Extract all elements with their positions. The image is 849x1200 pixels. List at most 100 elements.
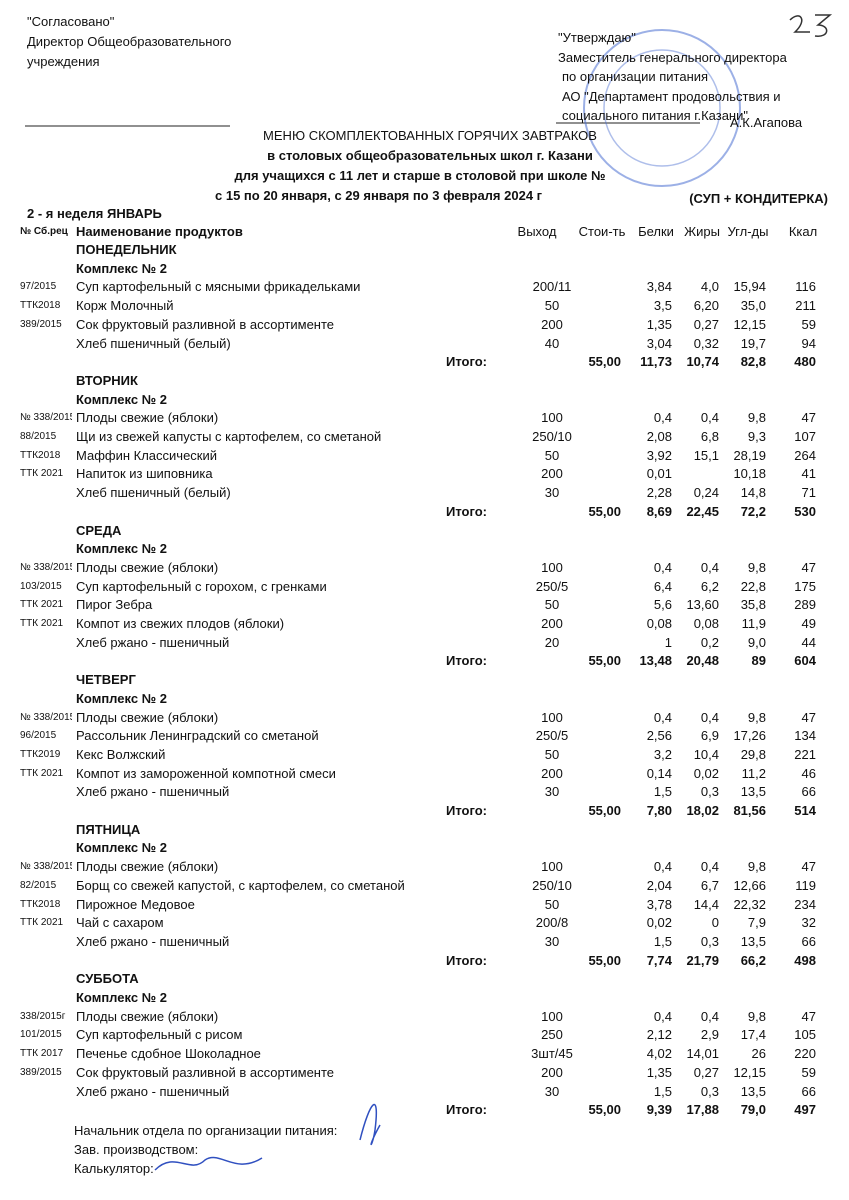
total-kcal: 480: [794, 354, 816, 370]
total-cost: 55,00: [588, 354, 621, 370]
dish-fat: 0,2: [700, 634, 719, 650]
recipe-code: ТТК2019: [20, 748, 61, 760]
dish-carb: 13,5: [740, 784, 766, 800]
dish-fat: 0: [711, 915, 719, 931]
total-protein: 7,80: [646, 803, 672, 818]
dish-protein: 3,92: [646, 447, 672, 463]
approval-right: по организации питания: [562, 69, 709, 84]
footer-signature: Калькулятор:: [74, 1161, 154, 1176]
recipe-code: № 338/2015: [20, 561, 72, 573]
recipe-code: ТТК 2021: [20, 599, 64, 611]
dish-protein: 2,12: [646, 1027, 672, 1043]
dish-protein: 3,04: [646, 335, 672, 351]
dish-kcal: 234: [794, 896, 816, 912]
dish-kcal: 134: [794, 728, 816, 744]
dish-kcal: 94: [801, 335, 816, 351]
complex-name: Комплекс № 2: [76, 541, 167, 557]
complex-name: Комплекс № 2: [76, 391, 167, 407]
dish-kcal: 46: [801, 765, 816, 781]
column-header: Выход: [517, 224, 557, 239]
dish-carb: 12,15: [733, 1064, 766, 1080]
approval-right: Заместитель генерального директора: [558, 49, 787, 65]
stamp-inner: [603, 49, 721, 167]
dish-fat: 6,20: [693, 298, 719, 314]
dish-name: Суп картофельный с рисом: [76, 1027, 243, 1043]
dish-fat: 0,27: [693, 1064, 719, 1080]
dish-protein: 0,4: [653, 1008, 672, 1024]
dish-carb: 9,8: [747, 709, 766, 725]
total-label: Итого:: [446, 653, 487, 669]
total-fat: 20,48: [686, 653, 719, 669]
dish-carb: 9,8: [747, 410, 766, 426]
dish-kcal: 59: [801, 1064, 816, 1080]
stamp: [583, 29, 741, 187]
dish-fat: 0,4: [700, 410, 719, 426]
total-carb: 72,2: [740, 503, 766, 519]
dish-kcal: 211: [795, 298, 816, 314]
dish-output: 30: [544, 1083, 560, 1099]
dish-carb: 9,8: [747, 1008, 766, 1024]
recipe-code: 97/2015: [20, 281, 57, 293]
dish-protein: 3,5: [653, 298, 672, 314]
total-cost: 55,00: [588, 653, 621, 669]
dish-output: 200: [541, 316, 563, 332]
total-protein: 8,69: [646, 503, 672, 519]
dish-output: 100: [541, 1008, 563, 1024]
dish-output: 50: [544, 597, 560, 613]
approval-right: "Утверждаю": [558, 30, 636, 45]
dish-output: 200/11: [532, 279, 572, 295]
recipe-code: ТТК 2021: [20, 917, 64, 929]
dish-fat: 15,1: [693, 447, 719, 463]
approval-right: социального питания г.Казани": [562, 108, 748, 123]
dish-carb: 9,0: [747, 634, 766, 650]
dish-fat: 0,3: [700, 933, 719, 949]
dish-output: 200: [541, 765, 563, 781]
dish-carb: 10,18: [733, 466, 766, 482]
dish-name: Плоды свежие (яблоки): [76, 859, 219, 875]
footer-signature: Начальник отдела по организации питания:: [74, 1123, 338, 1138]
total-fat: 21,79: [686, 952, 719, 968]
dish-output: 100: [541, 709, 563, 725]
total-fat: 22,45: [686, 503, 719, 519]
dish-kcal: 289: [794, 597, 816, 613]
recipe-code: ТТК 2017: [20, 1048, 64, 1060]
dish-fat: 6,7: [700, 877, 719, 893]
column-header: № Сб.рец: [20, 226, 68, 237]
recipe-code: ТТК2018: [20, 300, 61, 312]
total-kcal: 514: [794, 803, 816, 818]
dish-kcal: 221: [794, 746, 816, 762]
dish-output: 50: [544, 746, 560, 762]
dish-output: 200/8: [535, 915, 569, 931]
recipe-code: 88/2015: [20, 431, 57, 442]
dish-carb: 13,5: [740, 1083, 766, 1099]
dish-protein: 6,4: [653, 578, 672, 594]
dish-carb: 35,0: [740, 298, 766, 314]
dish-carb: 11,9: [741, 616, 766, 631]
recipe-code: 82/2015: [20, 879, 57, 891]
dish-kcal: 71: [801, 485, 816, 501]
dish-output: 50: [544, 447, 560, 463]
dish-carb: 28,19: [733, 447, 766, 463]
dish-kcal: 47: [801, 709, 816, 725]
total-cost: 55,00: [588, 952, 621, 968]
dish-output: 30: [544, 933, 560, 949]
title-line: для учащихся с 11 лет и старше в столово…: [234, 168, 606, 183]
dish-fat: 0,4: [700, 559, 719, 575]
total-label: Итого:: [446, 952, 487, 968]
dish-output: 50: [544, 298, 560, 314]
title-line: в столовых общеобразовательных школ г. К…: [267, 148, 593, 163]
dish-carb: 9,8: [747, 559, 766, 575]
dish-fat: 0,4: [700, 1008, 719, 1024]
dish-name: Плоды свежие (яблоки): [76, 709, 219, 725]
dish-name: Рассольник Ленинградский со сметаной: [76, 728, 319, 744]
recipe-code: ТТК2018: [20, 898, 61, 910]
dish-fat: 0,27: [693, 316, 719, 332]
dish-fat: 4,0: [700, 279, 719, 295]
dish-kcal: 59: [801, 316, 816, 332]
complex-name: Комплекс № 2: [76, 990, 167, 1005]
dish-protein: 2,28: [646, 485, 672, 501]
dish-name: Суп картофельный с мясными фрикадельками: [76, 279, 361, 295]
approval-left: учреждения: [27, 54, 100, 69]
recipe-code: ТТК 2021: [20, 468, 64, 480]
dish-carb: 17,4: [740, 1027, 766, 1043]
